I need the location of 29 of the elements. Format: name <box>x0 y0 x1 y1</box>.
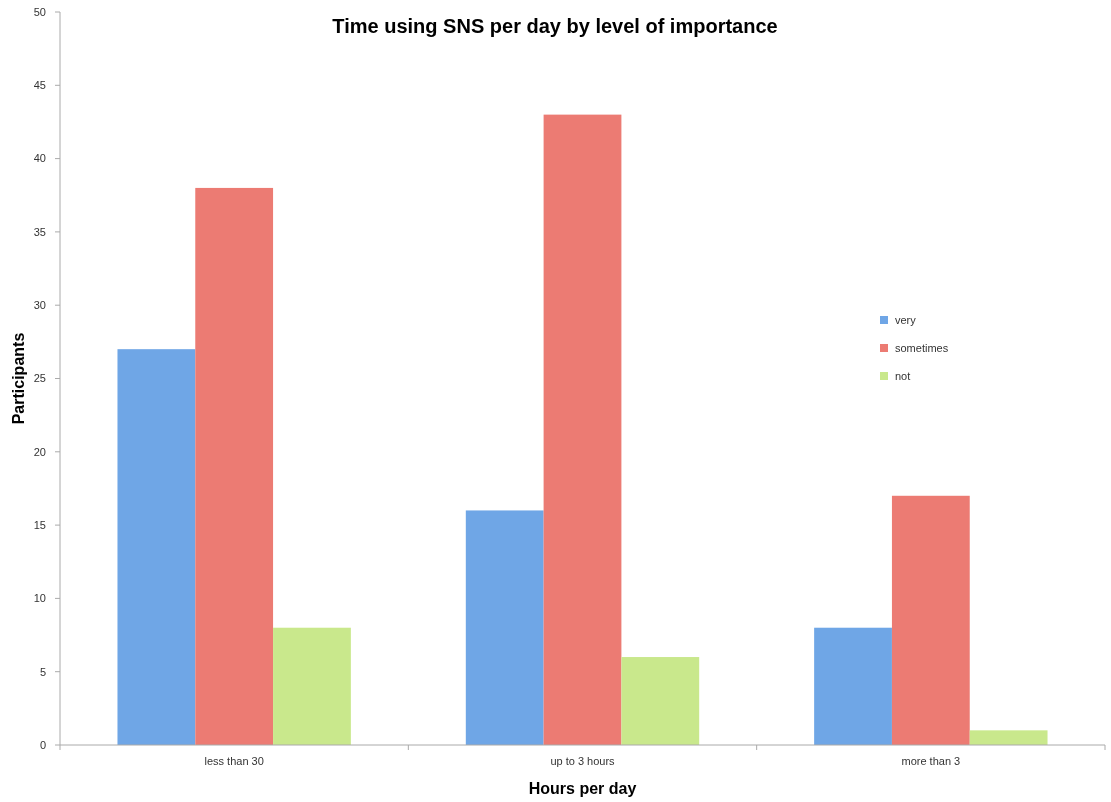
y-tick-label: 5 <box>39 665 46 678</box>
chart-title: Time using SNS per day by level of importance <box>332 15 778 37</box>
bar <box>117 349 196 745</box>
y-tick-label: 45 <box>33 79 46 92</box>
bar <box>969 730 1048 745</box>
bar <box>273 627 351 745</box>
y-tick-label: 40 <box>33 152 46 165</box>
bar <box>465 510 544 745</box>
x-tick-label: more than 3 <box>901 755 961 767</box>
legend-label: sometimes <box>895 341 949 354</box>
y-tick-label: 10 <box>33 592 46 605</box>
y-tick-label: 25 <box>33 372 46 385</box>
bar <box>814 627 892 745</box>
bar <box>195 187 274 745</box>
bar <box>543 114 622 745</box>
bar <box>891 495 970 745</box>
y-tick-label: 30 <box>33 299 46 312</box>
y-tick-label: 20 <box>33 445 46 458</box>
y-tick-label: 15 <box>33 518 46 531</box>
y-tick-label: 0 <box>39 738 46 751</box>
x-axis-title: Hours per day <box>528 780 637 797</box>
y-axis-title: Participants <box>10 332 27 425</box>
x-tick-label: less than 30 <box>204 755 264 767</box>
y-tick-label: 50 <box>33 5 46 18</box>
legend-label: very <box>895 313 917 326</box>
x-tick-label: up to 3 hours <box>550 755 616 767</box>
bar <box>621 657 700 745</box>
y-tick-label: 35 <box>33 225 46 238</box>
legend-label: not <box>895 369 911 382</box>
